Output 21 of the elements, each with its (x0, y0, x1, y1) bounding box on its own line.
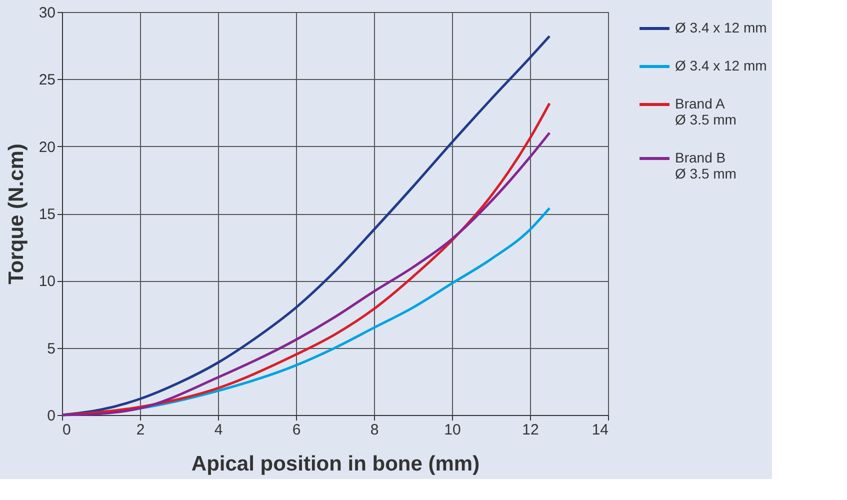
x-tick-label: 14 (592, 422, 608, 438)
x-axis-title: Apical position in bone (mm) (191, 452, 480, 476)
legend-label: Ø 3.4 x 12 mm (675, 20, 767, 36)
x-tick-label: 2 (136, 422, 145, 438)
x-tick-label: 10 (444, 422, 461, 438)
y-tick-label: 0 (47, 408, 56, 424)
y-axis-title: Torque (N.cm) (4, 144, 28, 284)
legend-label: Brand A Ø 3.5 mm (675, 96, 736, 128)
x-tick-label: 8 (370, 422, 379, 438)
y-tick-label: 30 (38, 4, 56, 22)
y-tick-label: 25 (38, 72, 56, 89)
legend-label: Ø 3.4 x 12 mm (675, 58, 767, 74)
y-tick-label: 20 (38, 138, 56, 156)
x-tick-label: 6 (292, 422, 301, 438)
y-tick-label: 10 (38, 273, 56, 290)
x-tick-label: 12 (522, 422, 539, 438)
x-tick-label: 4 (214, 422, 223, 438)
x-tick-label: 0 (62, 422, 71, 438)
y-tick-label: 15 (38, 206, 56, 223)
legend-label: Brand B Ø 3.5 mm (675, 150, 736, 182)
y-tick-label: 5 (47, 340, 56, 358)
